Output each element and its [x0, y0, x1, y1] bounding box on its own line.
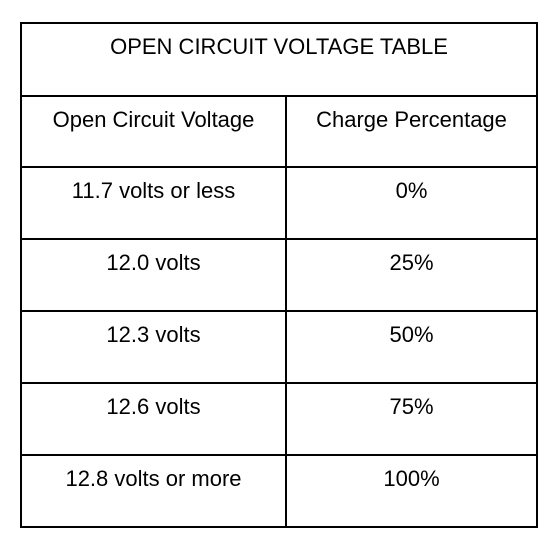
table-cell: 12.8 volts or more — [20, 454, 287, 528]
column-header: Open Circuit Voltage — [20, 95, 287, 168]
table-row: 11.7 volts or less 0% — [20, 166, 539, 240]
table-container: OPEN CIRCUIT VOLTAGE TABLE Open Circuit … — [19, 22, 539, 528]
table-cell: 100% — [284, 454, 539, 528]
title-row: OPEN CIRCUIT VOLTAGE TABLE — [19, 22, 539, 97]
table-row: 12.8 volts or more 100% — [20, 454, 539, 528]
table-row: 12.0 volts 25% — [20, 238, 539, 312]
table-title: OPEN CIRCUIT VOLTAGE TABLE — [19, 22, 539, 97]
table-cell: 50% — [284, 310, 539, 384]
table-cell: 75% — [284, 382, 539, 456]
voltage-table: OPEN CIRCUIT VOLTAGE TABLE Open Circuit … — [19, 22, 539, 528]
table-row: 12.6 volts 75% — [20, 382, 539, 456]
table-cell: 11.7 volts or less — [20, 166, 287, 240]
column-header: Charge Percentage — [284, 95, 539, 168]
table-cell: 12.6 volts — [20, 382, 287, 456]
table-cell: 25% — [284, 238, 539, 312]
table-cell: 12.0 volts — [20, 238, 287, 312]
table-row: 12.3 volts 50% — [20, 310, 539, 384]
table-cell: 12.3 volts — [20, 310, 287, 384]
header-row: Open Circuit Voltage Charge Percentage — [20, 95, 539, 168]
table-cell: 0% — [284, 166, 539, 240]
